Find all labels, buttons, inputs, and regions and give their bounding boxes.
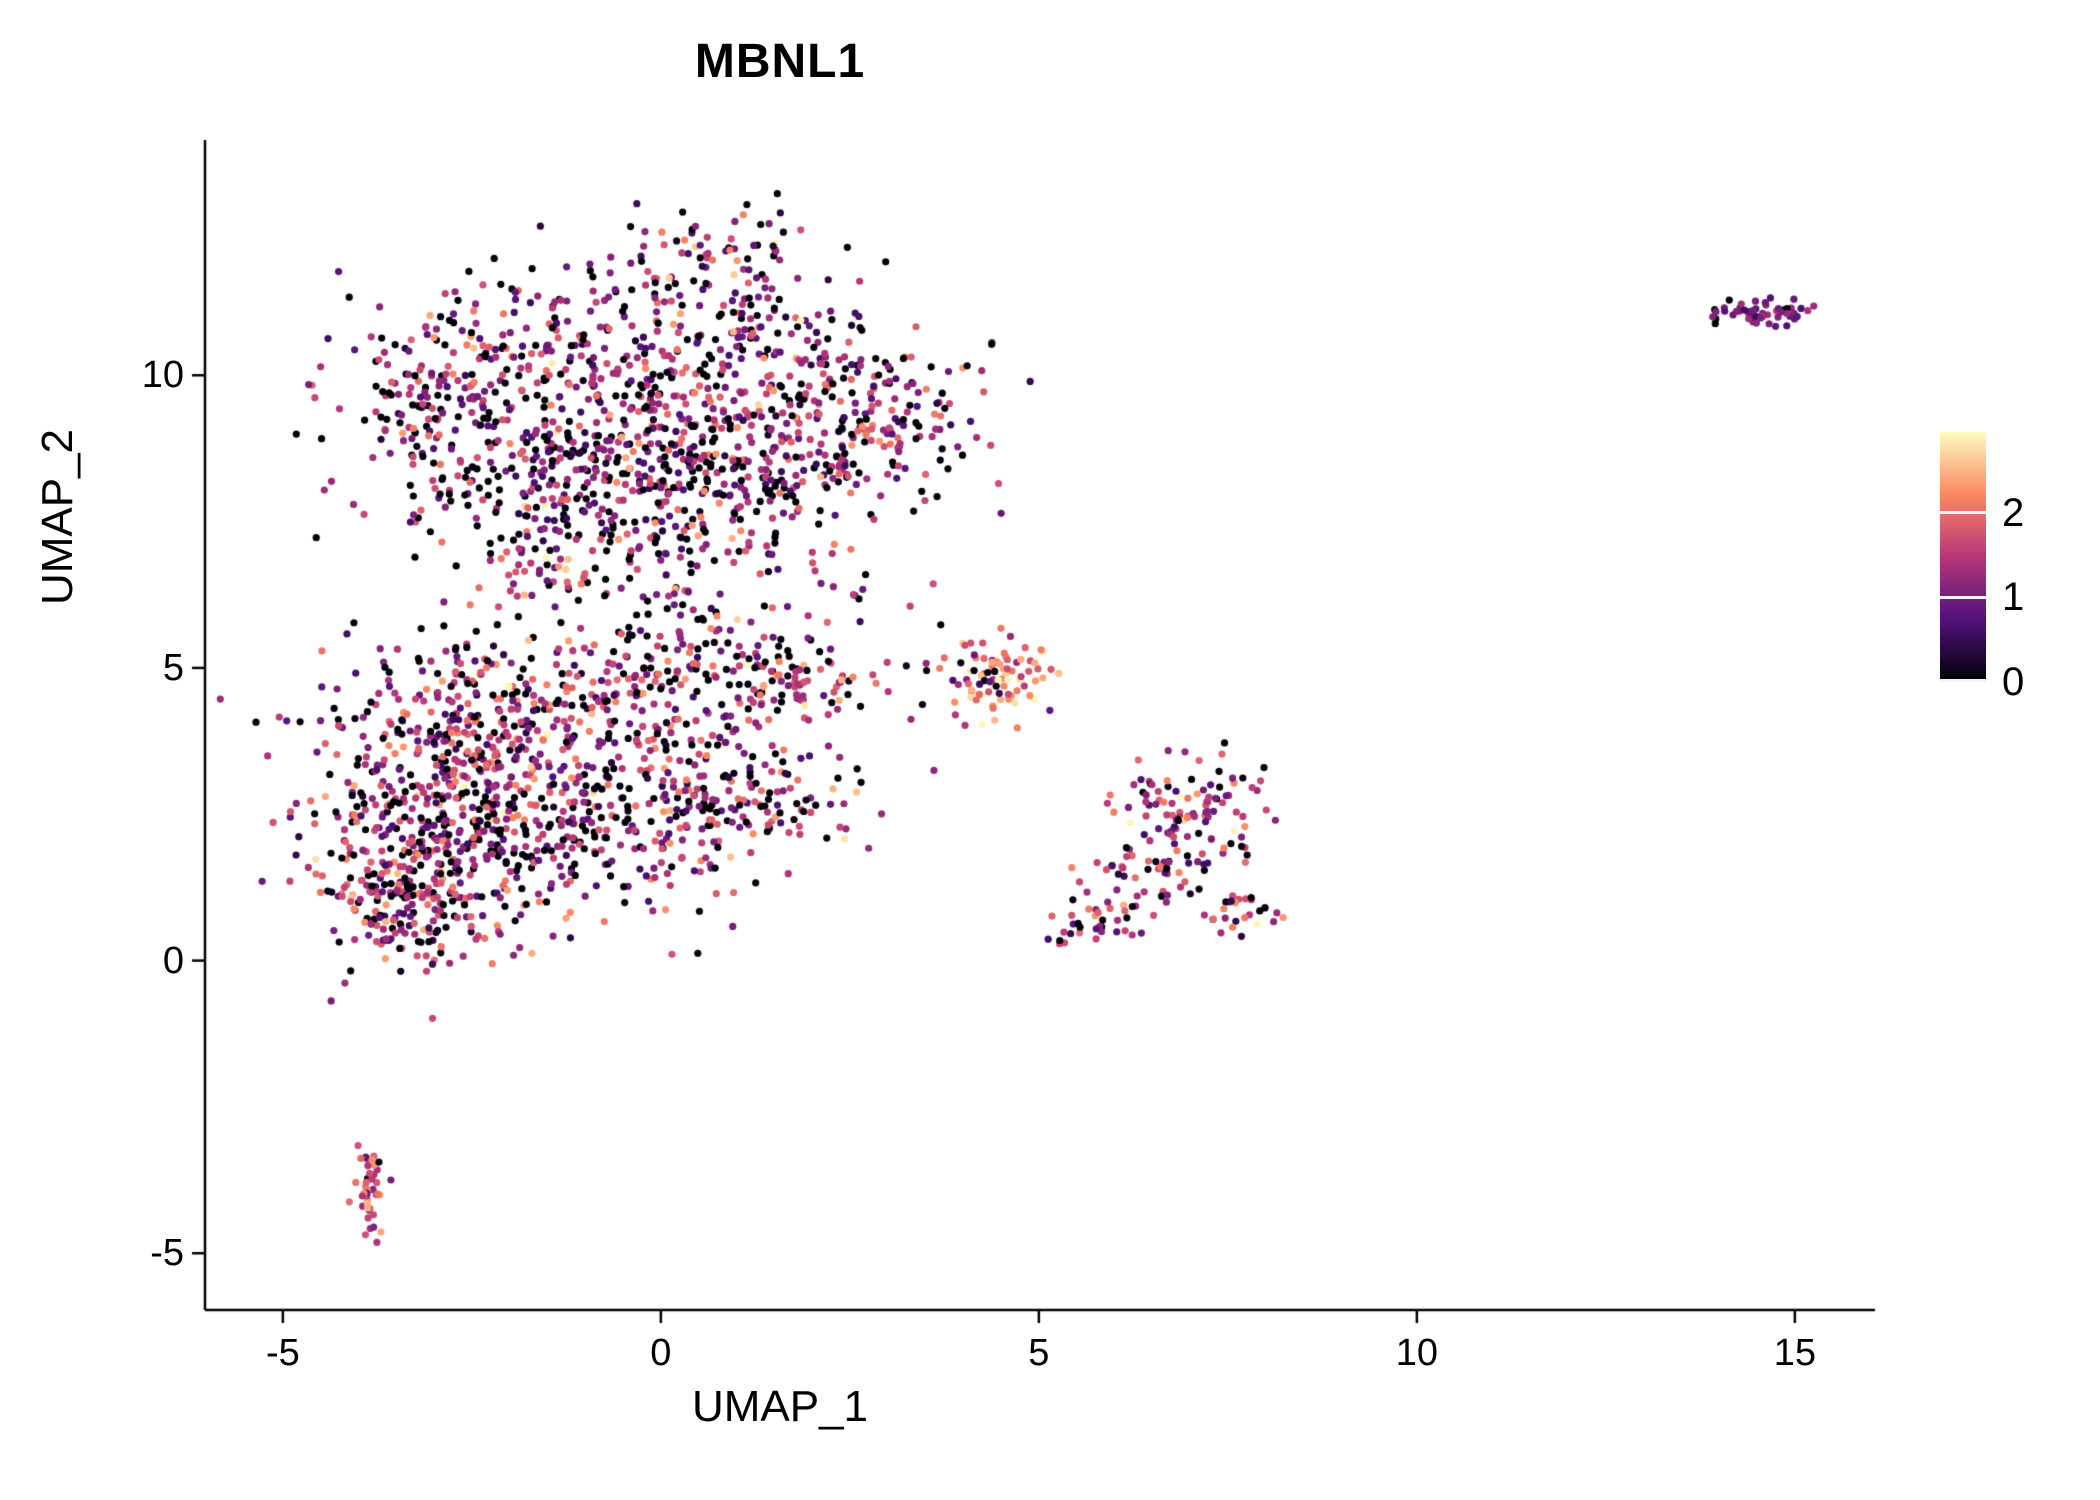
x-tick-label: -5 — [265, 1332, 300, 1374]
x-tick-label: 5 — [1028, 1332, 1050, 1374]
x-axis-title: UMAP_1 — [691, 1382, 869, 1431]
y-tick-label: -5 — [150, 1232, 184, 1275]
colorbar-tick-label: 1 — [2002, 575, 2025, 620]
colorbar-gradient — [1940, 432, 1986, 682]
y-tick-label: 10 — [141, 354, 184, 397]
colorbar-tick — [1940, 679, 1986, 682]
y-tick-label: 5 — [162, 646, 184, 689]
chart-title: MBNL1 — [694, 35, 866, 88]
y-tick-label: 0 — [162, 939, 184, 982]
x-tick-label: 10 — [1395, 1332, 1438, 1374]
colorbar-tick — [1940, 595, 1986, 599]
x-tick-label: 15 — [1773, 1332, 1816, 1374]
x-tick-label: 0 — [650, 1332, 672, 1374]
colorbar-tick-label: 0 — [2002, 660, 2025, 704]
colorbar-tick-label: 2 — [2002, 490, 2025, 535]
colorbar-tick — [1940, 511, 1986, 514]
y-axis-title: UMAP_2 — [33, 428, 82, 606]
